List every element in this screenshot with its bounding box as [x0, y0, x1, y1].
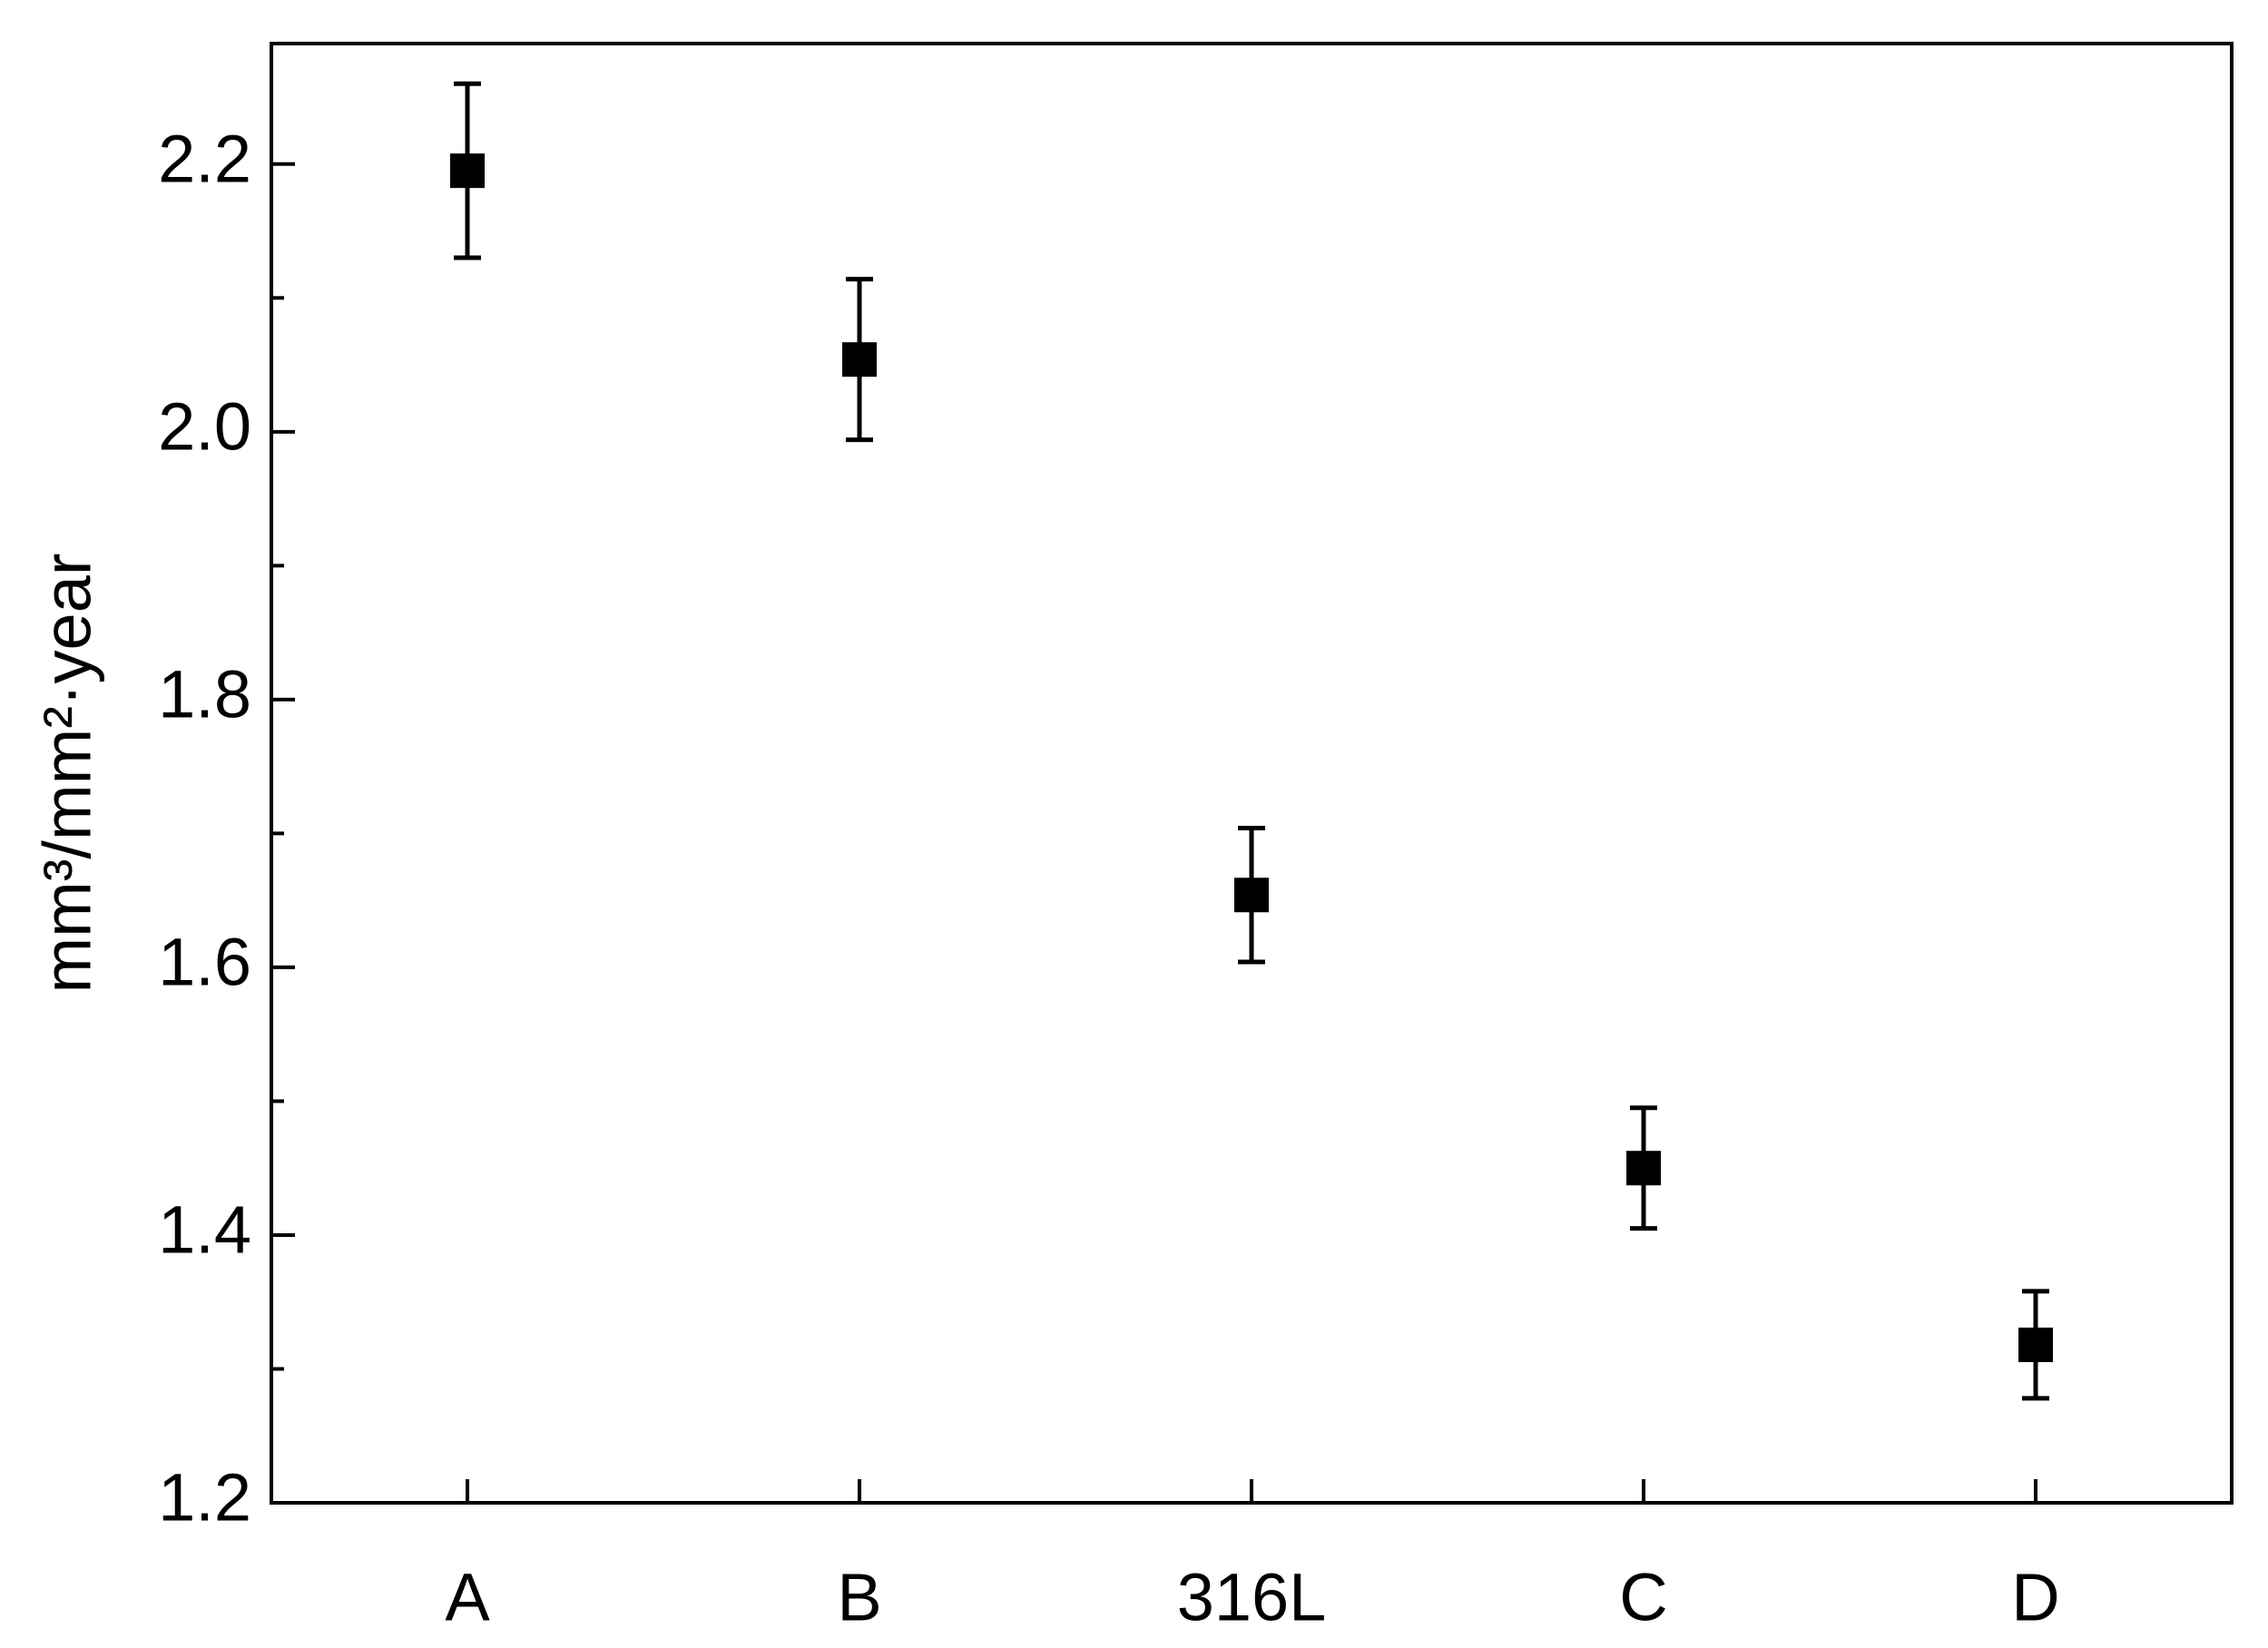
y-tick-label: 1.6	[158, 924, 251, 999]
x-tick-label: A	[445, 1560, 490, 1635]
y-axis-label: mm³/mm²·year	[30, 553, 105, 993]
y-tick-label: 2.2	[158, 121, 251, 196]
x-tick-label: B	[837, 1560, 881, 1635]
x-tick-label: 316L	[1177, 1560, 1327, 1635]
marker	[2018, 1327, 2053, 1362]
plot-frame	[270, 42, 2234, 1505]
y-tick-label: 1.4	[158, 1192, 251, 1268]
marker	[1234, 878, 1269, 913]
marker	[450, 153, 485, 189]
marker	[1626, 1151, 1661, 1186]
marker	[842, 342, 877, 378]
y-tick-label: 2.0	[158, 388, 251, 464]
y-tick-label: 1.8	[158, 656, 251, 731]
y-tick-label: 1.2	[158, 1460, 251, 1535]
x-tick-label: D	[2011, 1560, 2059, 1635]
x-tick-label: C	[1619, 1560, 1667, 1635]
